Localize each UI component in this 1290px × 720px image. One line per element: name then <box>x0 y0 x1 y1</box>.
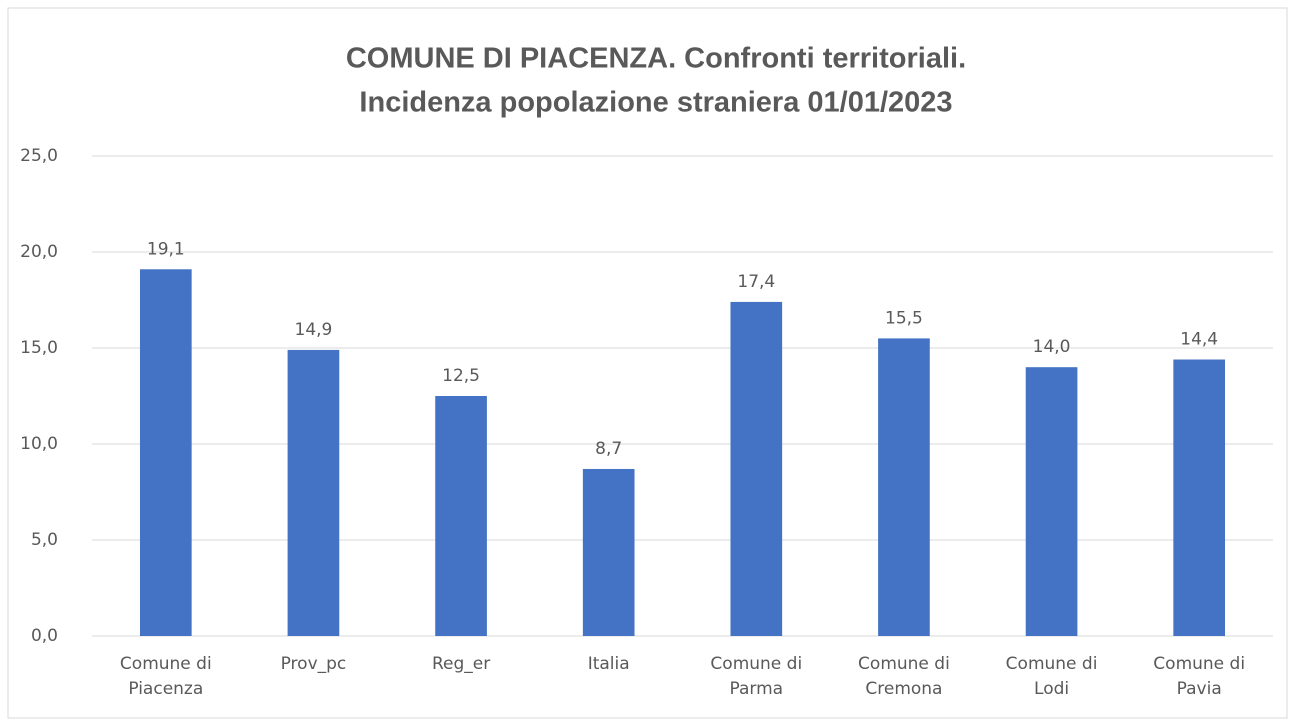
bar <box>287 349 340 636</box>
y-tick-label: 25,0 <box>20 146 58 166</box>
y-tick-label: 10,0 <box>20 434 58 454</box>
data-label: 17,4 <box>737 272 775 292</box>
x-tick-label: Italia <box>587 654 630 674</box>
bar <box>582 468 635 636</box>
data-label: 14,0 <box>1033 337 1071 357</box>
bar <box>878 338 930 636</box>
y-tick-label: 20,0 <box>20 242 58 262</box>
data-label: 14,4 <box>1180 330 1218 350</box>
bar <box>1025 367 1078 636</box>
chart-title: Incidenza popolazione straniera 01/01/20… <box>359 87 952 119</box>
x-tick-label: Comune di Cremona <box>858 654 950 699</box>
data-label: 14,9 <box>295 320 333 340</box>
data-label: 15,5 <box>885 308 923 328</box>
x-tick-label: Reg_er <box>431 654 491 674</box>
data-label: 19,1 <box>147 239 185 259</box>
bar <box>435 396 487 636</box>
y-tick-label: 5,0 <box>31 530 58 550</box>
x-tick-label: Comune di Parma <box>710 654 803 699</box>
x-tick-label: Prov_pc <box>280 654 347 674</box>
x-tick-label: Comune di Piacenza <box>119 654 212 699</box>
y-tick-label: 15,0 <box>20 338 58 358</box>
x-tick-label: Comune di Pavia <box>1153 654 1246 699</box>
x-tick-label: Comune di Lodi <box>1005 654 1098 699</box>
bar <box>730 301 783 636</box>
bar <box>1173 359 1226 636</box>
data-label: 12,5 <box>442 366 480 386</box>
bar <box>139 269 192 636</box>
y-tick-label: 0,0 <box>31 626 58 646</box>
chart-title: COMUNE DI PIACENZA. Confronti territoria… <box>346 43 966 75</box>
data-label: 8,7 <box>595 439 622 459</box>
